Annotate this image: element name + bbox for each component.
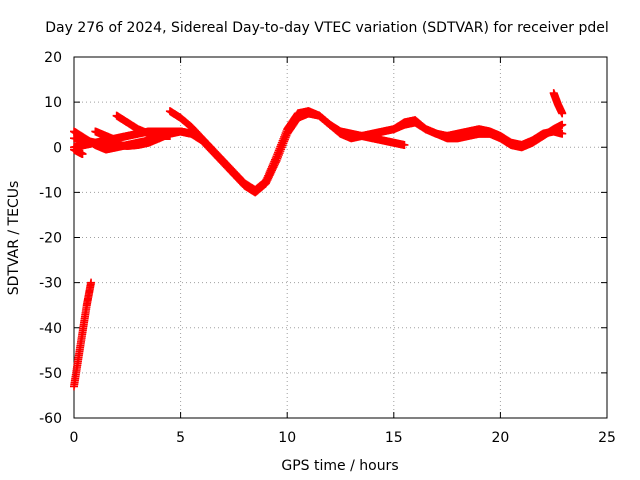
data-point bbox=[558, 109, 567, 118]
grid-lines bbox=[74, 57, 607, 418]
y-tick-label: -10 bbox=[39, 185, 62, 201]
y-tick-label: -30 bbox=[39, 276, 62, 292]
x-tick-label: 15 bbox=[385, 430, 403, 446]
y-tick-label: -20 bbox=[39, 231, 62, 247]
series-arc-b bbox=[70, 109, 567, 197]
x-tick-label: 0 bbox=[70, 430, 79, 446]
series-arc-j bbox=[70, 278, 96, 391]
data-point bbox=[165, 131, 174, 140]
y-tick-label: 20 bbox=[44, 50, 62, 66]
data-point bbox=[87, 278, 96, 287]
series-arc-f bbox=[112, 111, 174, 140]
data-point bbox=[558, 120, 567, 129]
x-axis-label: GPS time / hours bbox=[281, 458, 398, 474]
data-point bbox=[78, 150, 87, 159]
plot-frame bbox=[73, 56, 608, 419]
x-tick-label: 25 bbox=[598, 430, 616, 446]
x-tick-label: 20 bbox=[491, 430, 509, 446]
series-arc-h bbox=[70, 145, 87, 159]
y-tick-label: -40 bbox=[39, 321, 62, 337]
series-arc-i bbox=[549, 89, 567, 118]
data-points bbox=[70, 89, 567, 391]
chart-title: Day 276 of 2024, Sidereal Day-to-day VTE… bbox=[45, 20, 609, 36]
data-point bbox=[558, 129, 567, 138]
data-point bbox=[400, 140, 409, 149]
y-tick-label: -50 bbox=[39, 366, 62, 382]
series-arc-c bbox=[165, 107, 409, 195]
y-tick-label: 10 bbox=[44, 95, 62, 111]
y-axis-label: SDTVAR / TECUs bbox=[6, 181, 22, 296]
data-point bbox=[112, 136, 121, 145]
series-arc-d bbox=[389, 118, 567, 152]
series-arc-g bbox=[91, 127, 121, 145]
y-tick-label: 0 bbox=[53, 140, 62, 156]
axis-ticks: 0 5 10 15 20 25 -60 -50 -40 -30 -20 -10 0 10 20 bbox=[39, 50, 616, 446]
y-tick-label: -60 bbox=[39, 411, 62, 427]
x-tick-label: 5 bbox=[176, 430, 185, 446]
x-tick-label: 10 bbox=[278, 430, 296, 446]
